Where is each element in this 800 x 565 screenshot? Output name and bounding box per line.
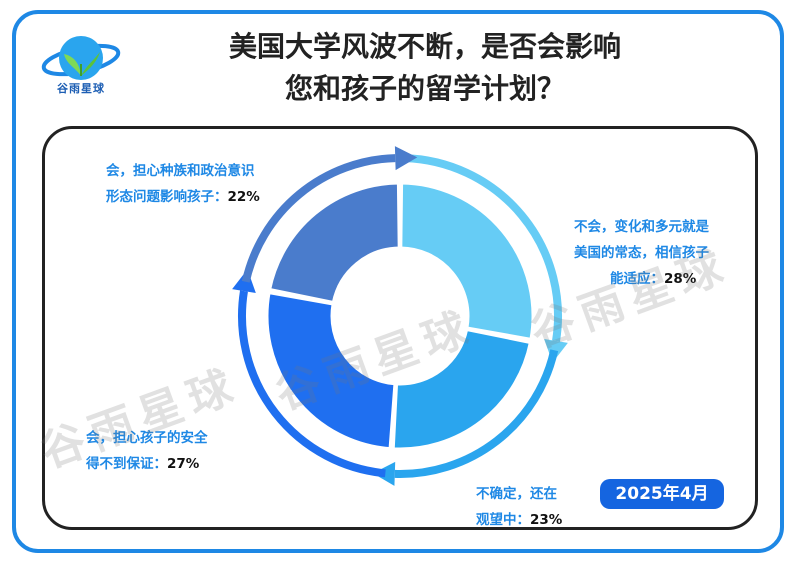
label-text: 观望中： [476, 512, 530, 528]
chart-panel [42, 126, 758, 530]
label-text: 形态问题影响孩子： [106, 189, 228, 205]
slice-label-safety: 会，担心孩子的安全 得不到保证：27% [86, 425, 208, 477]
title-line-2: 您和孩子的留学计划？ [284, 72, 565, 105]
logo-icon [41, 36, 121, 80]
donut-slice [265, 290, 397, 451]
page-title: 美国大学风波不断，是否会影响 您和孩子的留学计划？ [140, 26, 710, 110]
donut-hole [334, 250, 466, 382]
donut-slice [267, 181, 401, 305]
title-line-1: 美国大学风波不断，是否会影响 [228, 30, 621, 63]
donut-slice [399, 181, 535, 342]
outer-ring-arc [238, 290, 386, 478]
donut-slice [391, 327, 533, 451]
outer-ring-arc [394, 349, 559, 478]
label-text: 不确定，还在 [476, 486, 557, 502]
date-badge: 2025年4月 [600, 479, 724, 509]
outer-ring-arc [404, 154, 562, 342]
label-text: 能适应： [610, 271, 664, 287]
slice-label-safety-race: 会，担心种族和政治意识 形态问题影响孩子：22% [106, 158, 260, 210]
label-text: 不会，变化和多元就是 [574, 219, 709, 235]
label-value: 27% [167, 456, 200, 472]
label-value: 22% [227, 189, 260, 205]
slice-label-unsure: 不确定，还在 观望中：23% [476, 481, 562, 533]
label-value: 23% [530, 512, 563, 528]
label-text: 美国的常态，相信孩子 [574, 245, 709, 261]
label-text: 会，担心孩子的安全 [86, 430, 208, 446]
label-text: 会，担心种族和政治意识 [106, 163, 255, 179]
label-text: 得不到保证： [86, 456, 167, 472]
label-value: 28% [664, 271, 697, 287]
slice-label-no: 不会，变化和多元就是 美国的常态，相信孩子 能适应：28% [574, 214, 709, 292]
ring-arrow [394, 146, 418, 171]
outer-ring-arc [241, 154, 396, 283]
logo-text: 谷雨星球 [57, 82, 105, 95]
